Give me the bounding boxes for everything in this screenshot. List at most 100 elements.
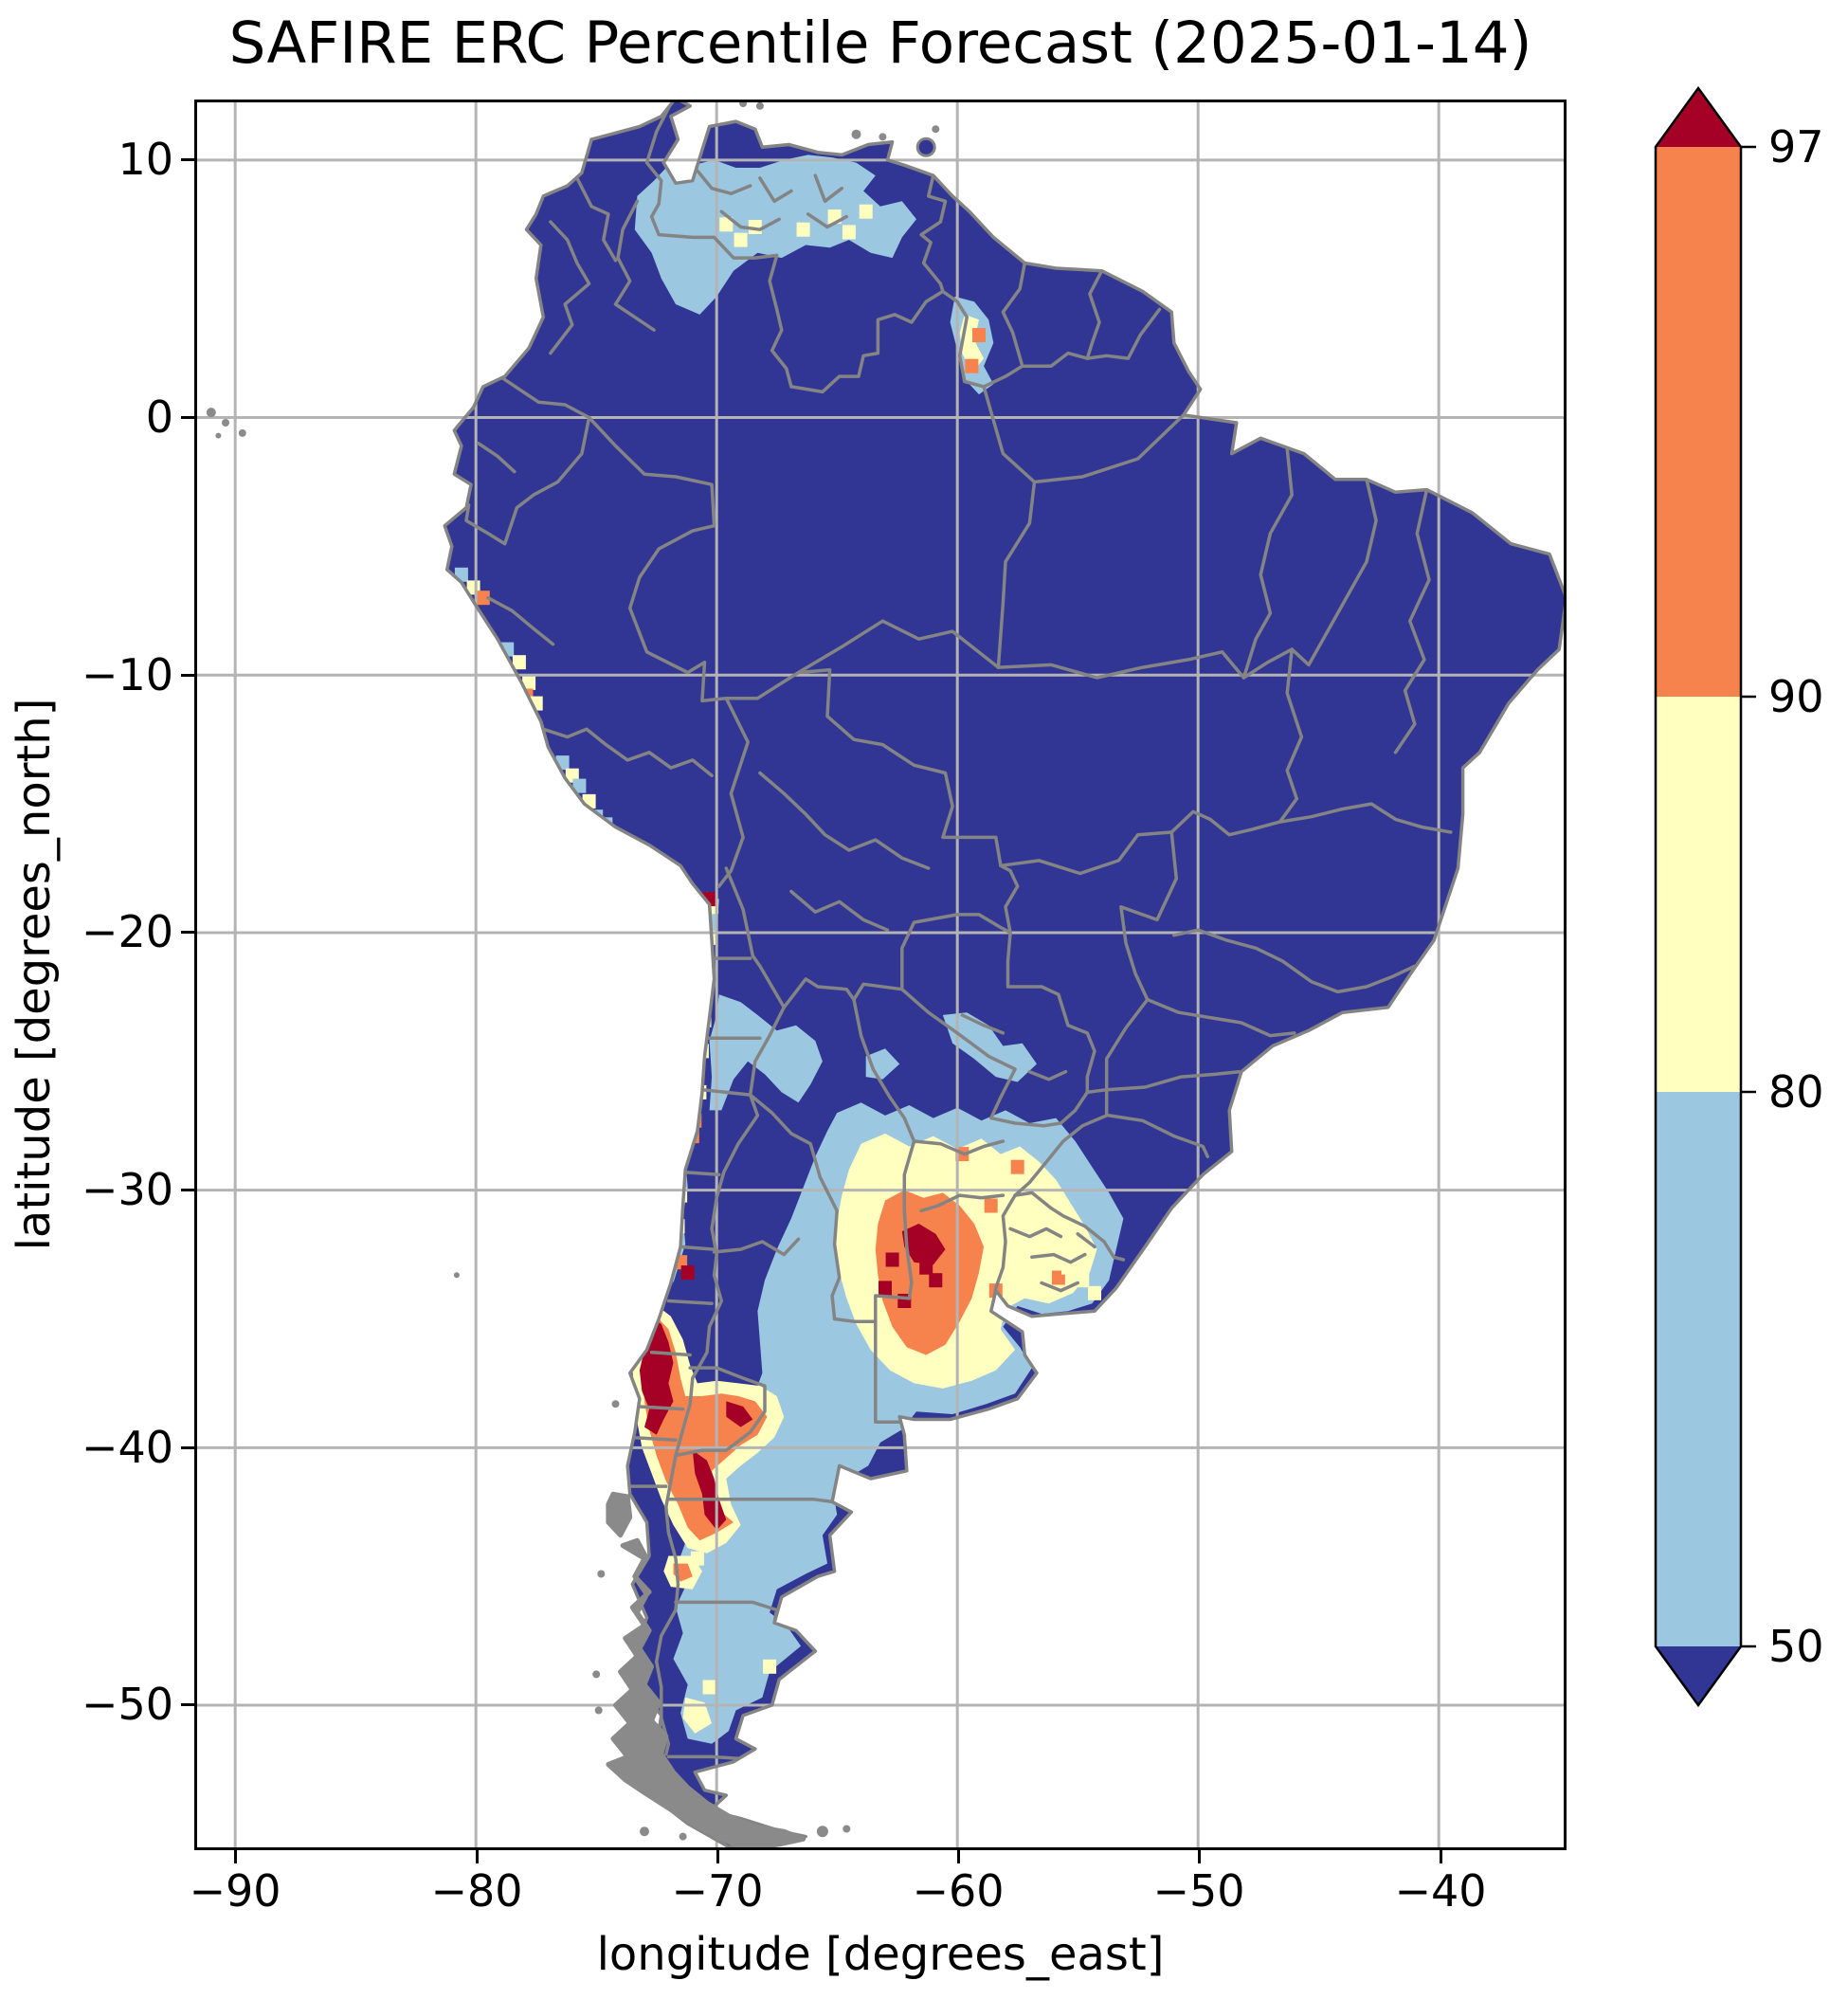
border-line [486, 595, 555, 646]
colorbar-arrow-above-97 [1656, 88, 1741, 147]
island [594, 1706, 603, 1715]
cell-p90 [972, 328, 986, 343]
border-line [680, 1170, 721, 1177]
x-tick-mark [716, 1850, 719, 1863]
x-tick-mark [476, 1850, 479, 1863]
colorbar-segment-50-80 [1656, 1092, 1741, 1646]
border-line [1107, 1114, 1210, 1159]
cell-p90 [476, 591, 490, 606]
cell-p80 [1061, 1260, 1075, 1275]
fjord-region [606, 1491, 806, 1850]
border-line [627, 1435, 678, 1442]
x-axis-label: longitude [degrees_east] [596, 1928, 1165, 1981]
patch-p50 [634, 154, 916, 315]
cell-p97 [695, 1005, 709, 1020]
colorbar-tick-label: 97 [1768, 121, 1824, 173]
x-tick-mark [957, 1850, 960, 1863]
cell-p80 [1076, 1273, 1090, 1288]
y-tick-mark [181, 674, 194, 677]
border-line [724, 866, 787, 1009]
border-line [796, 619, 1001, 675]
border-line [758, 771, 931, 870]
cell-p80 [702, 1680, 716, 1695]
x-tick-mark [234, 1850, 237, 1863]
island [215, 432, 222, 439]
border-line [1030, 1252, 1087, 1264]
cell-p97 [879, 1281, 892, 1296]
border-line [789, 889, 890, 932]
x-tick-mark [1198, 1850, 1201, 1863]
colorbar-arrow-below-50 [1656, 1646, 1741, 1705]
island [816, 1826, 828, 1838]
island [206, 408, 216, 418]
border-line [587, 415, 729, 703]
border-line [666, 1497, 834, 1504]
cell-p97 [919, 1260, 933, 1275]
border-line [693, 166, 752, 195]
cell-p80 [522, 675, 536, 690]
border-line [748, 1093, 823, 1179]
border-line [1172, 928, 1417, 994]
border-line [1001, 261, 1027, 368]
y-tick-label: −40 [81, 1422, 173, 1473]
cell-p90 [965, 358, 979, 373]
x-tick-label: −70 [671, 1865, 764, 1917]
border-line [613, 199, 656, 332]
border-line [960, 1013, 1006, 1035]
border-line [982, 385, 1037, 669]
y-tick-mark [181, 1189, 194, 1191]
border-line [666, 1299, 714, 1305]
border-line [1104, 830, 1179, 1092]
cell-p97 [885, 1252, 899, 1267]
island [879, 133, 887, 141]
island [222, 419, 229, 427]
patch-p50 [709, 994, 823, 1111]
border-line [700, 1087, 752, 1097]
border-line [789, 282, 945, 394]
x-tick-label: −90 [189, 1865, 281, 1917]
border-line [1013, 1087, 1109, 1197]
y-tick-label: 10 [118, 134, 173, 185]
island [592, 1670, 601, 1679]
plot-title: SAFIRE ERC Percentile Forecast (2025-01-… [228, 9, 1532, 77]
border-line [679, 1245, 716, 1251]
cell-p80 [859, 204, 873, 219]
border-line [476, 441, 516, 474]
cell-p80 [763, 1659, 777, 1674]
y-tick-mark [181, 158, 194, 161]
border-line [654, 1005, 787, 1756]
cell-p80 [512, 655, 526, 670]
cell-p80 [719, 217, 734, 232]
border-line [1104, 1069, 1241, 1092]
island [238, 428, 246, 437]
island [640, 1826, 649, 1837]
x-tick-label: −50 [1152, 1865, 1245, 1917]
border-line [498, 374, 591, 420]
cell-p80 [690, 1551, 704, 1566]
border-line [818, 1175, 842, 1321]
border-line [996, 647, 1294, 680]
cell-p80 [734, 232, 748, 247]
cell-p97 [929, 1273, 943, 1288]
border-line [999, 802, 1453, 876]
coastline [443, 100, 1567, 1849]
colorbar-tick-label: 80 [1768, 1066, 1824, 1118]
border-line [1393, 487, 1431, 754]
y-tick-label: −20 [81, 906, 173, 957]
border-line [1040, 1281, 1079, 1293]
colorbar [1654, 85, 1756, 1708]
y-tick-mark [181, 416, 194, 419]
border-line [1027, 1069, 1068, 1081]
border-line [806, 212, 849, 229]
cell-p80 [796, 222, 810, 237]
y-tick-mark [181, 1446, 194, 1449]
patch-p97 [726, 1401, 753, 1427]
x-tick-label: −40 [1394, 1865, 1487, 1917]
cell-p97 [680, 1265, 695, 1281]
colorbar-tick-label: 50 [1768, 1621, 1824, 1672]
border-line [912, 1139, 1006, 1156]
patch-p90 [642, 1314, 768, 1541]
border-line [813, 173, 844, 204]
border-line [758, 176, 793, 204]
island [842, 1825, 851, 1833]
